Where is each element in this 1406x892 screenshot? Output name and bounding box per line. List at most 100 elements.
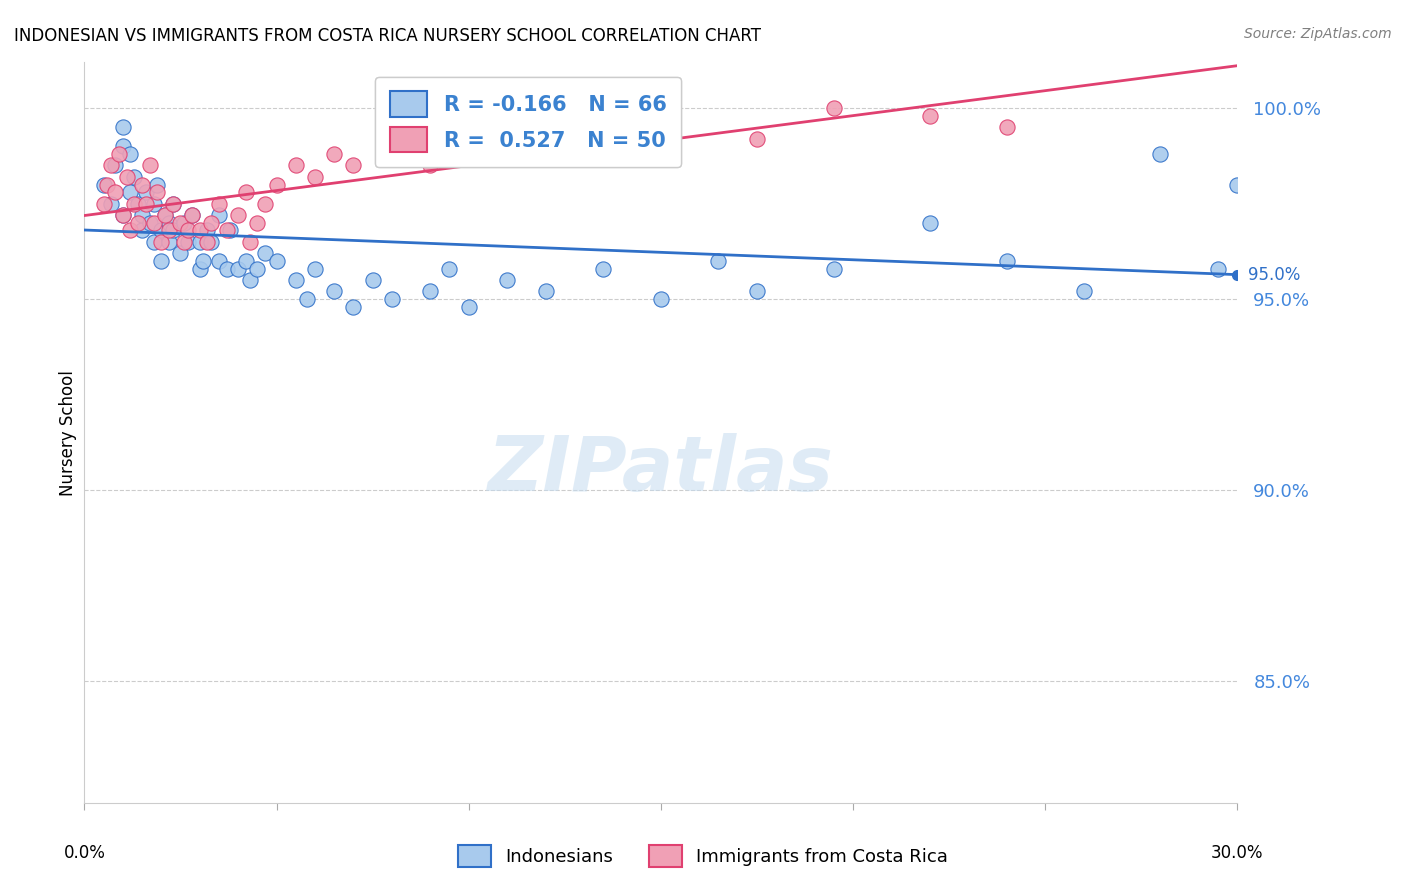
Point bbox=[181, 208, 204, 222]
Point bbox=[188, 223, 211, 237]
Point bbox=[120, 147, 142, 161]
Point bbox=[266, 253, 288, 268]
Point bbox=[127, 196, 149, 211]
Text: 30.0%: 30.0% bbox=[1211, 845, 1264, 863]
Point bbox=[138, 159, 160, 173]
Point bbox=[215, 223, 238, 237]
Point bbox=[173, 216, 195, 230]
Point bbox=[342, 300, 364, 314]
Point bbox=[157, 223, 180, 237]
Point bbox=[111, 139, 134, 153]
Point bbox=[995, 253, 1018, 268]
Point bbox=[918, 109, 941, 123]
Point bbox=[361, 273, 384, 287]
Point bbox=[457, 132, 479, 146]
Point bbox=[457, 300, 479, 314]
Point bbox=[995, 120, 1018, 135]
Point bbox=[297, 292, 319, 306]
Point bbox=[304, 261, 326, 276]
Point bbox=[1149, 147, 1171, 161]
Point bbox=[96, 178, 118, 192]
Point bbox=[100, 159, 122, 173]
Point bbox=[381, 292, 404, 306]
Point bbox=[235, 185, 257, 199]
Point bbox=[650, 292, 672, 306]
Point bbox=[135, 185, 157, 199]
Point bbox=[1226, 178, 1249, 192]
Point bbox=[111, 120, 134, 135]
Point bbox=[193, 253, 215, 268]
Point bbox=[138, 216, 160, 230]
Point bbox=[146, 178, 169, 192]
Point bbox=[120, 223, 142, 237]
Point bbox=[246, 216, 269, 230]
Point bbox=[208, 196, 231, 211]
Point bbox=[127, 216, 149, 230]
Text: ZIPatlas: ZIPatlas bbox=[488, 433, 834, 507]
Point bbox=[745, 285, 768, 299]
Point bbox=[823, 261, 845, 276]
Point bbox=[131, 223, 153, 237]
Point bbox=[419, 159, 441, 173]
Point bbox=[111, 208, 134, 222]
Point bbox=[150, 223, 173, 237]
Point bbox=[181, 208, 204, 222]
Point bbox=[650, 109, 672, 123]
Point bbox=[153, 208, 176, 222]
Point bbox=[108, 147, 131, 161]
Point bbox=[173, 235, 195, 249]
Point bbox=[323, 147, 346, 161]
Point bbox=[266, 178, 288, 192]
Point bbox=[342, 159, 364, 173]
Text: 0.0%: 0.0% bbox=[63, 845, 105, 863]
Point bbox=[195, 223, 218, 237]
Point bbox=[157, 216, 180, 230]
Point bbox=[131, 208, 153, 222]
Point bbox=[169, 216, 191, 230]
Point bbox=[142, 216, 165, 230]
Point bbox=[707, 253, 730, 268]
Point bbox=[381, 132, 404, 146]
Point bbox=[918, 216, 941, 230]
Text: Source: ZipAtlas.com: Source: ZipAtlas.com bbox=[1244, 27, 1392, 41]
Point bbox=[496, 273, 519, 287]
Point bbox=[1073, 285, 1095, 299]
Point bbox=[253, 196, 276, 211]
Point bbox=[439, 261, 461, 276]
Text: INDONESIAN VS IMMIGRANTS FROM COSTA RICA NURSERY SCHOOL CORRELATION CHART: INDONESIAN VS IMMIGRANTS FROM COSTA RICA… bbox=[14, 27, 761, 45]
Point bbox=[162, 196, 184, 211]
Point bbox=[246, 261, 269, 276]
Point bbox=[823, 101, 845, 115]
Point bbox=[135, 196, 157, 211]
Point bbox=[239, 273, 262, 287]
Point bbox=[177, 223, 200, 237]
Point bbox=[104, 185, 127, 199]
Point bbox=[150, 253, 173, 268]
Point bbox=[323, 285, 346, 299]
Point bbox=[239, 235, 262, 249]
Point bbox=[104, 159, 127, 173]
Point bbox=[188, 235, 211, 249]
Point bbox=[169, 246, 191, 260]
Point bbox=[146, 185, 169, 199]
Point bbox=[200, 216, 222, 230]
Point bbox=[284, 273, 307, 287]
Point bbox=[219, 223, 242, 237]
Point bbox=[111, 208, 134, 222]
Point bbox=[592, 139, 614, 153]
Point bbox=[534, 120, 557, 135]
Point bbox=[93, 196, 115, 211]
Text: 95.0%: 95.0% bbox=[1249, 266, 1301, 284]
Point bbox=[215, 261, 238, 276]
Point bbox=[226, 261, 249, 276]
Point bbox=[157, 235, 180, 249]
Point bbox=[115, 169, 138, 184]
Point bbox=[496, 147, 519, 161]
Point bbox=[399, 147, 422, 161]
Point bbox=[124, 169, 146, 184]
Legend: R = -0.166   N = 66, R =  0.527   N = 50: R = -0.166 N = 66, R = 0.527 N = 50 bbox=[375, 77, 682, 167]
Point bbox=[253, 246, 276, 260]
Point bbox=[592, 261, 614, 276]
Point bbox=[208, 208, 231, 222]
Point bbox=[120, 185, 142, 199]
